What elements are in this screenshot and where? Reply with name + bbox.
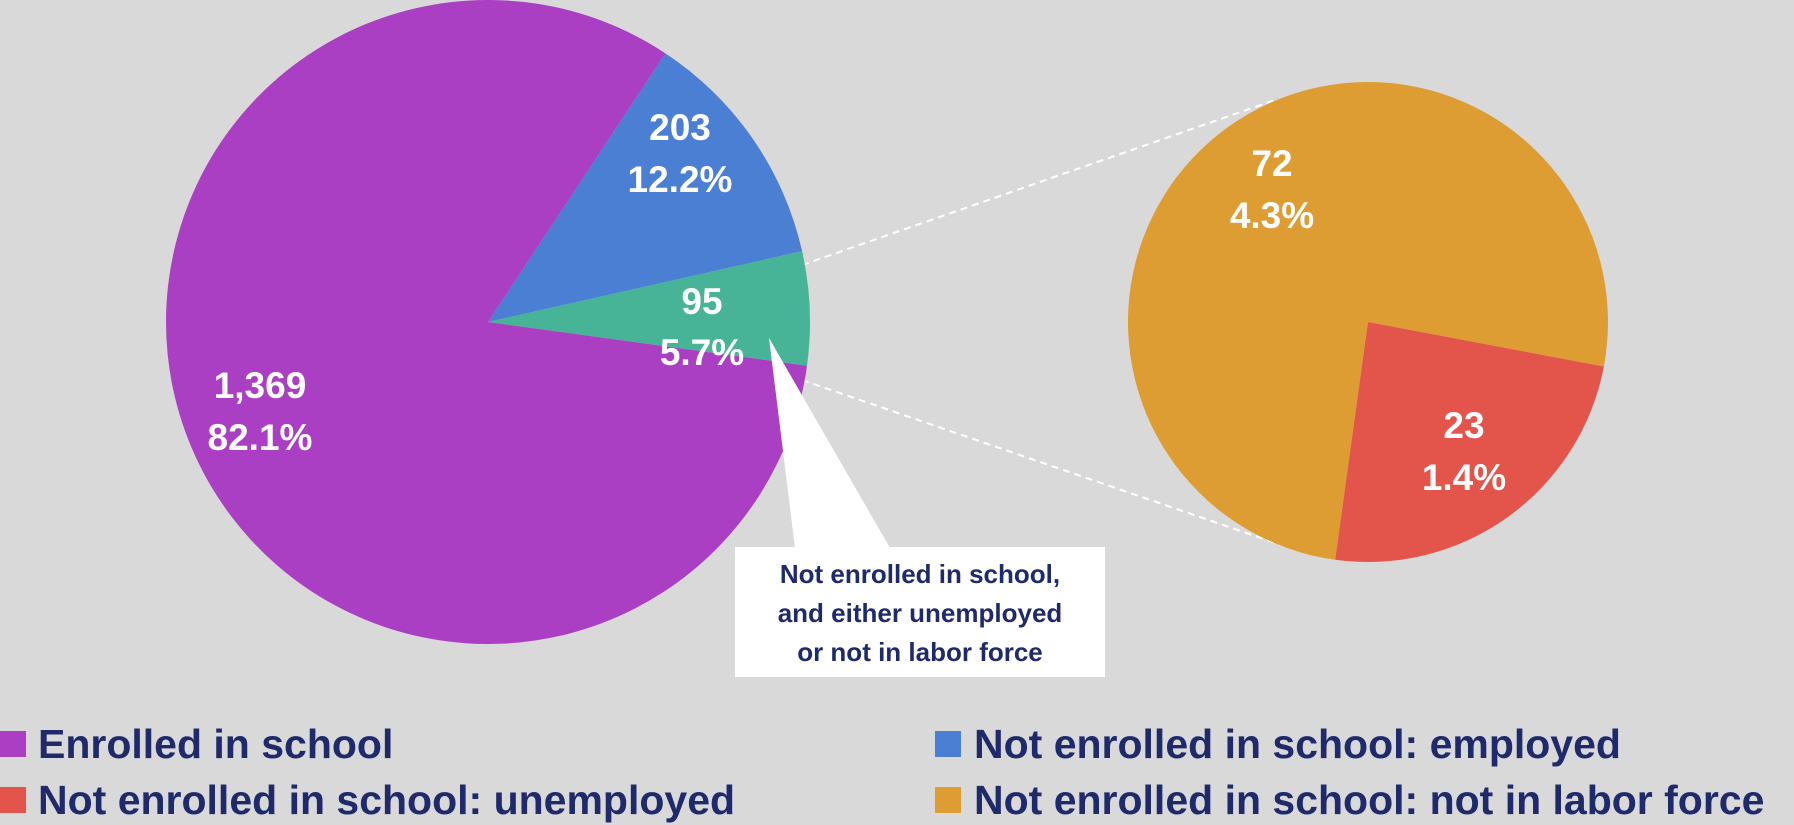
connector-line-bottom xyxy=(801,379,1291,549)
callout: Not enrolled in school, and either unemp… xyxy=(735,338,1105,677)
legend-swatch xyxy=(0,787,26,813)
legend-label: Not enrolled in school: not in labor for… xyxy=(974,777,1764,823)
pie-slice-not-enrolled-in-school-not-in-labor-force xyxy=(1128,82,1608,560)
legend-item-enrolled: Enrolled in school xyxy=(0,721,393,767)
legend: Enrolled in school Not enrolled in schoo… xyxy=(0,721,1764,823)
slice-percent-label: 12.2% xyxy=(628,159,733,200)
slice-percent-label: 5.7% xyxy=(660,332,744,373)
callout-line-1: Not enrolled in school, xyxy=(780,559,1060,589)
legend-item-employed: Not enrolled in school: employed xyxy=(935,721,1621,767)
pie-slice-not-enrolled-in-school-unemployed xyxy=(1335,322,1604,563)
breakdown-pie xyxy=(1128,82,1608,563)
callout-line-2: and either unemployed xyxy=(778,598,1063,628)
pie-slice-not-enrolled-in-school-employed xyxy=(488,53,803,323)
main-pie xyxy=(165,0,810,644)
connector-lines xyxy=(801,99,1291,549)
slice-percent-label: 4.3% xyxy=(1230,195,1314,236)
breakdown-pie-labels: 72 4.3% 23 1.4% xyxy=(1230,143,1506,498)
slice-percent-label: 82.1% xyxy=(208,417,313,458)
slice-value-label: 203 xyxy=(649,107,711,148)
legend-swatch xyxy=(0,731,26,757)
main-pie-labels: 95 5.7% 203 12.2% 1,369 82.1% xyxy=(208,107,745,458)
legend-label: Not enrolled in school: unemployed xyxy=(38,777,735,823)
callout-box xyxy=(735,547,1105,677)
pie-slice-enrolled-in-school xyxy=(165,0,808,644)
callout-pointer xyxy=(769,338,890,548)
slice-percent-label: 1.4% xyxy=(1422,457,1506,498)
slice-value-label: 72 xyxy=(1251,143,1292,184)
legend-label: Enrolled in school xyxy=(38,721,393,767)
legend-label: Not enrolled in school: employed xyxy=(974,721,1621,767)
legend-item-not-in-labor-force: Not enrolled in school: not in labor for… xyxy=(935,777,1764,823)
slice-value-label: 1,369 xyxy=(214,365,307,406)
slice-value-label: 95 xyxy=(681,281,722,322)
legend-swatch xyxy=(935,787,961,813)
legend-item-unemployed: Not enrolled in school: unemployed xyxy=(0,777,735,823)
slice-value-label: 23 xyxy=(1443,405,1484,446)
callout-line-3: or not in labor force xyxy=(797,637,1043,667)
pie-slice-not-enrolled-in-school-and-either-unemployed-or-not-in-labor-force xyxy=(488,251,810,366)
legend-swatch xyxy=(935,731,961,757)
